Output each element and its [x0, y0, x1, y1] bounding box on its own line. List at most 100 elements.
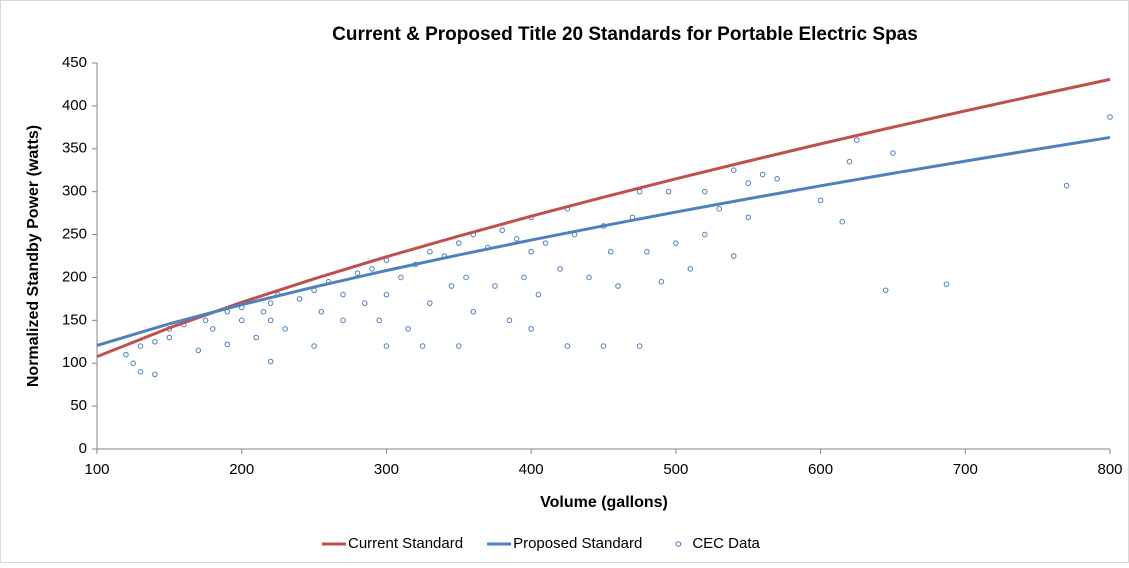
data-point [267, 300, 274, 306]
data-point [759, 171, 766, 178]
data-point [340, 291, 346, 298]
data-point [152, 338, 158, 345]
chart-title: Current & Proposed Title 20 Standards fo… [332, 24, 918, 45]
data-point [716, 206, 723, 212]
data-point [166, 334, 173, 341]
y-tick-label: 400 [62, 97, 87, 114]
x-tick-label: 500 [663, 461, 688, 478]
data-point [745, 214, 752, 221]
y-tick-label: 100 [62, 354, 87, 371]
data-point [853, 137, 860, 143]
data-point [702, 231, 708, 238]
data-point [427, 248, 433, 255]
y-tick-label: 50 [70, 397, 87, 414]
x-tick-label: 800 [1097, 461, 1122, 478]
data-point [282, 326, 288, 332]
data-point [586, 274, 592, 281]
data-point [448, 283, 455, 289]
y-tick-label: 150 [62, 311, 87, 328]
data-point [260, 308, 267, 315]
x-tick-label: 700 [953, 461, 978, 478]
data-point [383, 343, 390, 349]
data-point [615, 283, 621, 289]
y-tick-label: 350 [62, 140, 87, 157]
legend-label: Proposed Standard [513, 535, 642, 552]
data-point [702, 188, 708, 195]
data-point [123, 351, 129, 358]
data-point [774, 176, 780, 182]
y-tick-label: 450 [62, 54, 87, 71]
data-point [943, 281, 950, 288]
data-point [745, 180, 752, 186]
legend-swatch [675, 541, 682, 547]
legend-label: CEC Data [692, 535, 760, 552]
line [96, 135, 1111, 347]
data-point [542, 240, 549, 246]
data-point [318, 308, 325, 315]
data-point [600, 343, 607, 349]
data-point [209, 326, 216, 332]
data-point [195, 347, 202, 354]
data-point [405, 326, 411, 332]
y-tick-label: 200 [62, 268, 87, 285]
data-point [311, 343, 317, 349]
data-point [730, 253, 737, 259]
data-point [253, 334, 259, 341]
data-point [224, 341, 231, 348]
data-point [137, 369, 144, 375]
data-point [267, 358, 274, 365]
data-point [839, 218, 846, 225]
data-point [644, 248, 650, 255]
data-point [1107, 114, 1113, 120]
data-point [890, 150, 896, 156]
data-point [817, 197, 824, 204]
data-point [398, 274, 404, 281]
data-point [499, 227, 506, 234]
data-point [492, 283, 498, 289]
data-point [1063, 182, 1070, 189]
data-point [340, 317, 346, 324]
data-point [455, 343, 462, 349]
data-point [238, 317, 245, 324]
line [96, 77, 1111, 359]
data-point [130, 360, 136, 367]
y-tick-label: 0 [79, 440, 87, 457]
data-point [383, 291, 390, 298]
data-point [607, 248, 614, 255]
y-tick-label: 300 [62, 183, 87, 200]
data-point [419, 343, 426, 349]
data-point [202, 317, 209, 324]
data-point [361, 300, 368, 306]
data-point [470, 308, 477, 315]
x-tick-label: 100 [84, 461, 109, 478]
data-point [506, 317, 513, 324]
data-point [369, 266, 375, 272]
data-point [137, 343, 144, 349]
data-point [658, 278, 665, 285]
data-point [152, 371, 158, 378]
data-point [636, 343, 643, 349]
data-point [354, 270, 361, 276]
x-axis-title: Volume (gallons) [540, 494, 668, 511]
data-point [376, 317, 382, 324]
y-axis-title: Normalized Standby Power (watts) [25, 125, 42, 387]
data-point [665, 188, 672, 195]
data-point [535, 291, 542, 298]
data-point [513, 236, 520, 242]
data-point [528, 248, 534, 255]
x-tick-label: 300 [374, 461, 399, 478]
data-point [528, 326, 534, 332]
data-point [521, 274, 527, 281]
x-tick-label: 600 [808, 461, 833, 478]
data-point [846, 158, 853, 165]
x-tick-label: 400 [519, 461, 544, 478]
y-tick-label: 250 [62, 226, 87, 243]
data-point [673, 240, 679, 246]
data-point [564, 343, 571, 349]
data-point [267, 317, 274, 324]
data-point [455, 240, 462, 246]
x-tick-label: 200 [229, 461, 254, 478]
data-point [882, 287, 889, 294]
